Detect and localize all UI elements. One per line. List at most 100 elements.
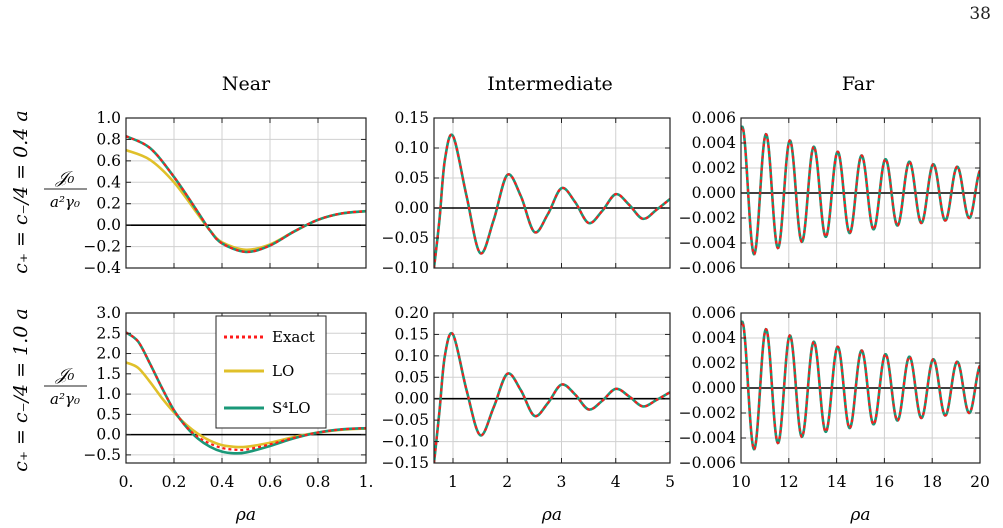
plot-frame	[433, 312, 671, 464]
quantity-denominator: a²γ₀	[50, 390, 80, 408]
panel-1-2: −0.006 −0.004 −0.002 0.000 0.002 0.004 0.006 10…	[679, 304, 990, 525]
y-tick-label: 0.8	[96, 130, 121, 148]
y-tick-label: 1.5	[96, 365, 121, 383]
y-tick-label: 0.6	[96, 152, 121, 170]
y-tick-label: 0.000	[692, 184, 736, 202]
series-exact-line	[741, 320, 980, 451]
quantity-label-2: 𝒥₀ a²γ₀	[44, 365, 87, 408]
y-tick-label: −0.05	[382, 229, 430, 247]
y-tick-label: −0.002	[679, 404, 736, 422]
y-tick-label: −0.006	[679, 454, 736, 472]
y-tick-label: 0.15	[394, 325, 429, 343]
y-tick-label: 0.10	[394, 347, 429, 365]
y-tick-label: 0.006	[692, 304, 736, 322]
series-s4lo-line	[741, 125, 980, 256]
panel-0-0: −0.4 −0.2 0.0 0.2 0.4 0.6 0.8 1.0	[83, 109, 367, 277]
y-tick-label: −0.004	[679, 429, 736, 447]
y-tick-label: −0.10	[382, 433, 430, 451]
y-tick-label: 0.05	[394, 169, 429, 187]
plot-frame	[125, 312, 367, 464]
y-tick-label: 0.10	[394, 139, 429, 157]
series-lo-line	[126, 148, 366, 252]
y-tick-label: −0.15	[382, 454, 430, 472]
y-tick-label: 0.000	[692, 379, 736, 397]
y-tick-label: 0.5	[96, 405, 121, 423]
quantity-denominator: a²γ₀	[50, 193, 80, 211]
series-s4lo-line	[741, 320, 980, 451]
column-title-far: Far	[842, 73, 875, 95]
series-s4lo-line	[126, 135, 366, 254]
y-tick-label: 3.0	[96, 304, 121, 322]
y-tick-label: 1.0	[96, 109, 121, 127]
x-tick-label: 0.8	[306, 473, 331, 491]
x-tick-label: 0.2	[162, 473, 187, 491]
panel-0-1: −0.10 −0.05 0.00 0.05 0.10 0.15	[382, 109, 671, 277]
y-tick-label: 0.004	[692, 329, 737, 347]
column-title-near: Near	[222, 73, 271, 95]
x-tick-label: 0.6	[258, 473, 283, 491]
x-tick-label: 20	[970, 473, 990, 491]
y-tick-label: −0.006	[679, 259, 736, 277]
x-tick-label: 16	[875, 473, 895, 491]
x-axis-label: ρa	[235, 505, 256, 525]
y-tick-label: 0.002	[692, 159, 736, 177]
y-tick-label: 0.15	[394, 109, 429, 127]
row-param-label-1: c₊ = c₋/4 = 0.4 a	[10, 110, 32, 273]
panel-0-2: −0.006 −0.004 −0.002 0.000 0.002 0.004 0.006	[679, 109, 981, 277]
plot-frame	[433, 117, 671, 269]
plot-frame	[125, 117, 367, 269]
legend-label-exact: Exact	[272, 328, 315, 346]
y-tick-label: 1.0	[96, 385, 121, 403]
y-tick-label: 0.00	[394, 199, 429, 217]
series-exact-line	[741, 125, 980, 256]
y-tick-label: −0.10	[382, 259, 430, 277]
series-exact-line	[434, 133, 670, 268]
y-tick-label: 0.4	[96, 173, 121, 191]
panels: −0.4−0.20.00.20.40.60.81.0−0.10−0.050.00…	[83, 109, 990, 525]
y-tick-label: 2.5	[96, 324, 121, 342]
x-tick-label: 14	[827, 473, 847, 491]
y-tick-label: 0.0	[96, 426, 121, 444]
panel-1-1: −0.15 −0.10 −0.05 0.00 0.05 0.10 0.15 0.20 1 2 3 4 5…	[382, 304, 675, 525]
y-tick-label: −0.002	[679, 209, 736, 227]
y-tick-label: 0.00	[394, 390, 429, 408]
y-tick-label: 0.2	[96, 195, 121, 213]
series-exact-line	[126, 331, 366, 452]
quantity-numerator: 𝒥₀	[55, 168, 75, 188]
x-tick-label: 2	[502, 473, 512, 491]
y-tick-label: −0.5	[83, 446, 121, 464]
series-exact-line	[126, 135, 366, 254]
y-tick-label: 0.0	[96, 216, 121, 234]
legend: Exact LO S⁴LO	[215, 315, 327, 429]
legend-label-lo: LO	[272, 362, 294, 380]
x-tick-label: 12	[779, 473, 799, 491]
x-tick-label: 3	[557, 473, 567, 491]
x-tick-label: 5	[665, 473, 675, 491]
x-tick-label: 10	[731, 473, 751, 491]
x-axis-label: ρa	[541, 505, 562, 525]
series-s4lo-line	[434, 133, 670, 268]
y-tick-label: 2.0	[96, 345, 121, 363]
y-tick-label: 0.006	[692, 109, 736, 127]
y-tick-label: −0.2	[83, 238, 121, 256]
x-tick-label: 18	[922, 473, 942, 491]
column-title-intermediate: Intermediate	[487, 73, 612, 95]
series-exact-line	[434, 332, 670, 463]
x-axis-label: ρa	[849, 505, 870, 525]
row-param-label-2: c₊ = c₋/4 = 1.0 a	[10, 308, 32, 471]
x-tick-label: 0.4	[210, 473, 235, 491]
y-tick-label: 0.002	[692, 354, 736, 372]
y-tick-label: −0.4	[83, 259, 121, 277]
y-tick-label: −0.05	[382, 411, 430, 429]
y-tick-label: 0.004	[692, 134, 737, 152]
y-tick-label: 0.20	[394, 304, 429, 322]
y-tick-label: −0.004	[679, 234, 736, 252]
x-tick-label: 1	[448, 473, 458, 491]
quantity-label-1: 𝒥₀ a²γ₀	[44, 168, 87, 211]
page-number: 38	[969, 4, 991, 24]
x-tick-label: 0.	[119, 473, 134, 491]
x-tick-label: 1.	[359, 473, 374, 491]
legend-label-s4lo: S⁴LO	[272, 399, 311, 417]
quantity-numerator: 𝒥₀	[55, 365, 75, 385]
